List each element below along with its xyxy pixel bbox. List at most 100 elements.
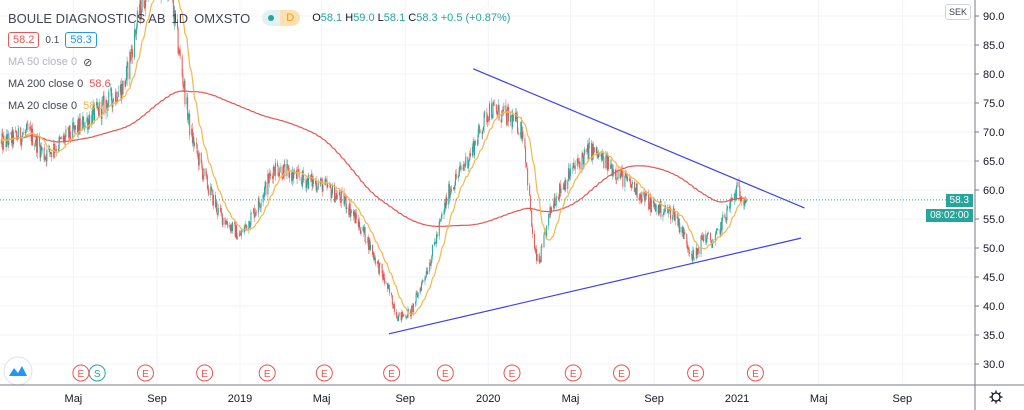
event-marker-earnings[interactable]: E <box>72 364 90 382</box>
candle-body <box>36 136 38 153</box>
candle-body <box>693 257 695 259</box>
symbol-name[interactable]: BOULE DIAGNOSTICS AB <box>8 10 166 26</box>
event-marker-earnings[interactable]: E <box>612 364 630 382</box>
candle-body <box>407 309 409 318</box>
y-tick-label: 45.0 <box>983 272 1004 284</box>
candle-body <box>310 174 312 180</box>
event-marker-earnings[interactable]: E <box>258 364 276 382</box>
candle-body <box>414 302 416 304</box>
gear-tooth <box>998 391 1002 395</box>
candle-body <box>124 80 126 87</box>
candle-body <box>587 144 589 160</box>
candle-body <box>638 197 640 201</box>
event-marker-earnings[interactable]: E <box>746 364 764 382</box>
candle-body <box>38 137 40 146</box>
event-marker-split[interactable]: S <box>88 364 106 382</box>
candle-body <box>549 206 551 215</box>
candle-body <box>646 194 648 196</box>
candle-body <box>274 170 276 176</box>
candle-body <box>746 199 748 201</box>
candle-body <box>30 126 32 129</box>
event-marker-earnings[interactable]: E <box>136 364 154 382</box>
event-marker-earnings[interactable]: E <box>503 364 521 382</box>
candle-body <box>508 107 510 122</box>
candle-body <box>230 225 232 231</box>
candle-body <box>217 207 219 215</box>
price-axis <box>975 0 1024 410</box>
event-marker-earnings[interactable]: E <box>196 364 214 382</box>
candle-body <box>91 115 93 125</box>
candle-body <box>567 180 569 189</box>
candle-body <box>721 218 723 231</box>
candle-body <box>91 109 93 125</box>
hidden-eye-icon[interactable]: ⊘ <box>83 56 93 69</box>
high-value: 59.0 <box>353 12 375 24</box>
indicator-ma200[interactable]: MA 200 close 0 58.6 <box>8 74 510 94</box>
candle-body <box>410 306 412 317</box>
candle-body <box>196 144 198 154</box>
candle-body <box>577 158 579 161</box>
candle-body <box>205 168 207 176</box>
candle-body <box>77 118 79 133</box>
candle-body <box>315 180 317 191</box>
candle-body <box>12 129 14 145</box>
candle-body <box>524 138 526 148</box>
candle-body <box>644 193 646 201</box>
candle-body <box>440 219 442 221</box>
event-circle <box>383 364 401 382</box>
candle-body <box>593 147 595 153</box>
candle-body <box>16 135 18 140</box>
candle-body <box>184 81 186 105</box>
candle-body <box>21 135 23 137</box>
candle-body <box>312 178 314 187</box>
candle-body <box>187 117 189 120</box>
event-marker-earnings[interactable]: E <box>383 364 401 382</box>
candle-body <box>249 221 251 228</box>
buy-price-button[interactable]: 58.3 <box>65 32 97 48</box>
event-marker-earnings[interactable]: E <box>315 364 333 382</box>
event-marker-earnings[interactable]: E <box>564 364 582 382</box>
event-marker-earnings[interactable]: E <box>436 364 454 382</box>
candle-body <box>503 105 505 110</box>
candle-body <box>367 237 369 243</box>
candle-body <box>465 156 467 166</box>
candle-body <box>478 125 480 130</box>
candle-body <box>563 183 565 189</box>
candle-body <box>626 176 628 178</box>
sell-price-button[interactable]: 58.2 <box>8 32 40 48</box>
candle-body <box>440 216 442 220</box>
settings-gear-icon[interactable] <box>989 390 1003 404</box>
candle-body <box>319 182 321 184</box>
candle-body <box>649 197 651 207</box>
candle-body <box>231 225 233 231</box>
candle-body <box>449 191 451 199</box>
candle-body <box>444 202 446 211</box>
candle-body <box>405 315 407 318</box>
candle-body <box>138 10 140 16</box>
x-tick-label: Maj <box>562 393 580 405</box>
event-marker-earnings[interactable]: E <box>687 364 705 382</box>
candle-body <box>454 185 456 190</box>
candle-body <box>229 225 231 228</box>
candle-body <box>640 198 642 203</box>
candle-body <box>384 280 386 284</box>
indicator-ma50[interactable]: MA 50 close 0 ⊘ <box>8 52 510 72</box>
candle-body <box>711 243 713 248</box>
candle-body <box>625 173 627 176</box>
candle-body <box>548 213 550 215</box>
candle-body <box>389 287 391 294</box>
candle-body <box>408 309 410 310</box>
currency-label[interactable]: SEK <box>944 4 971 20</box>
candle-body <box>317 182 319 189</box>
indicator-ma20[interactable]: MA 20 close 0 58.1 <box>8 96 510 116</box>
candle-body <box>565 179 567 189</box>
candle-body <box>506 109 508 125</box>
interval[interactable]: 1D <box>171 10 189 26</box>
candle-body <box>416 293 418 298</box>
candle-body <box>591 143 593 160</box>
candle-body <box>59 138 61 140</box>
candle-body <box>450 189 452 192</box>
event-letter: E <box>509 369 516 380</box>
